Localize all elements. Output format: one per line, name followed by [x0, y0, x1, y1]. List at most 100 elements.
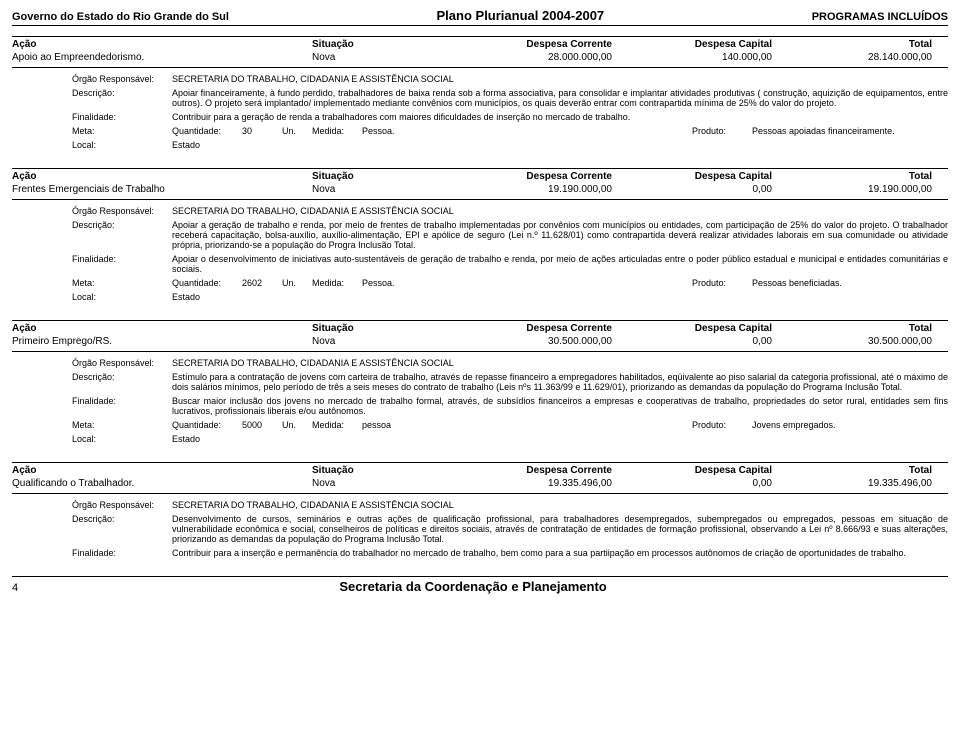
spacer — [442, 278, 692, 288]
meta-label: Meta: — [72, 126, 172, 136]
column-header: Despesa Corrente — [452, 323, 612, 334]
action-columns-header: AçãoSituaçãoDespesa CorrenteDespesa Capi… — [12, 462, 948, 476]
detail-row-orgao: Órgão Responsável:SECRETARIA DO TRABALHO… — [72, 358, 948, 368]
action-block: AçãoSituaçãoDespesa CorrenteDespesa Capi… — [12, 36, 948, 150]
detail-label: Local: — [72, 292, 172, 302]
detail-value: SECRETARIA DO TRABALHO, CIDADANIA E ASSI… — [172, 74, 948, 84]
action-capital: 0,00 — [612, 478, 772, 489]
quantidade-value: 5000 — [242, 420, 282, 430]
detail-value: Buscar maior inclusão dos jovens no merc… — [172, 396, 948, 416]
action-corrente: 28.000.000,00 — [452, 52, 612, 63]
action-situacao: Nova — [312, 478, 452, 489]
action-row: Qualificando o Trabalhador.Nova19.335.49… — [12, 476, 948, 494]
column-header: Despesa Corrente — [452, 39, 612, 50]
action-corrente: 30.500.000,00 — [452, 336, 612, 347]
meta-row: Meta:Quantidade:30Un.Medida:Pessoa.Produ… — [72, 126, 948, 136]
detail-row-descricao: Descrição:Estímulo para a contratação de… — [72, 372, 948, 392]
action-corrente: 19.335.496,00 — [452, 478, 612, 489]
detail-row-finalidade: Finalidade:Contribuir para a geração de … — [72, 112, 948, 122]
column-header: Situação — [312, 39, 452, 50]
detail-value: SECRETARIA DO TRABALHO, CIDADANIA E ASSI… — [172, 206, 948, 216]
medida-value: pessoa — [362, 420, 442, 430]
meta-row: Meta:Quantidade:5000Un.Medida:pessoaProd… — [72, 420, 948, 430]
column-header: Despesa Corrente — [452, 171, 612, 182]
spacer — [442, 126, 692, 136]
detail-label: Órgão Responsável: — [72, 500, 172, 510]
detail-value: Estado — [172, 292, 948, 302]
column-header: Despesa Capital — [612, 465, 772, 476]
detail-value: Contribuir para a inserção e permanência… — [172, 548, 948, 558]
action-situacao: Nova — [312, 184, 452, 195]
produto-value: Jovens empregados. — [752, 420, 948, 430]
detail-row-local: Local:Estado — [72, 140, 948, 150]
detail-label: Descrição: — [72, 88, 172, 108]
detail-value: SECRETARIA DO TRABALHO, CIDADANIA E ASSI… — [172, 358, 948, 368]
action-columns-header: AçãoSituaçãoDespesa CorrenteDespesa Capi… — [12, 36, 948, 50]
action-situacao: Nova — [312, 336, 452, 347]
detail-row-finalidade: Finalidade:Apoiar o desenvolvimento de i… — [72, 254, 948, 274]
detail-label: Finalidade: — [72, 396, 172, 416]
detail-label: Órgão Responsável: — [72, 358, 172, 368]
action-name: Qualificando o Trabalhador. — [12, 478, 312, 489]
detail-value: Contribuir para a geração de renda a tra… — [172, 112, 948, 122]
column-header: Ação — [12, 39, 312, 50]
medida-value: Pessoa. — [362, 126, 442, 136]
produto-label: Produto: — [692, 278, 752, 288]
un-label: Un. — [282, 126, 312, 136]
action-row: Primeiro Emprego/RS.Nova30.500.000,000,0… — [12, 334, 948, 352]
medida-value: Pessoa. — [362, 278, 442, 288]
detail-label: Órgão Responsável: — [72, 74, 172, 84]
detail-label: Local: — [72, 434, 172, 444]
action-situacao: Nova — [312, 52, 452, 63]
detail-value: Apoiar a geração de trabalho e renda, po… — [172, 220, 948, 250]
detail-label: Descrição: — [72, 372, 172, 392]
action-block: AçãoSituaçãoDespesa CorrenteDespesa Capi… — [12, 320, 948, 444]
un-label: Un. — [282, 420, 312, 430]
page-number: 4 — [12, 582, 18, 594]
detail-row-finalidade: Finalidade:Buscar maior inclusão dos jov… — [72, 396, 948, 416]
action-total: 19.190.000,00 — [772, 184, 932, 195]
produto-label: Produto: — [692, 420, 752, 430]
spacer — [442, 420, 692, 430]
action-capital: 0,00 — [612, 184, 772, 195]
detail-row-orgao: Órgão Responsável:SECRETARIA DO TRABALHO… — [72, 500, 948, 510]
medida-label: Medida: — [312, 278, 362, 288]
column-header: Total — [772, 323, 932, 334]
column-header: Total — [772, 39, 932, 50]
detail-row-descricao: Descrição:Desenvolvimento de cursos, sem… — [72, 514, 948, 544]
action-block: AçãoSituaçãoDespesa CorrenteDespesa Capi… — [12, 168, 948, 302]
detail-label: Finalidade: — [72, 548, 172, 558]
detail-label: Órgão Responsável: — [72, 206, 172, 216]
action-capital: 0,00 — [612, 336, 772, 347]
meta-row: Meta:Quantidade:2602Un.Medida:Pessoa.Pro… — [72, 278, 948, 288]
detail-row-finalidade: Finalidade:Contribuir para a inserção e … — [72, 548, 948, 558]
detail-value: Apoiar o desenvolvimento de iniciativas … — [172, 254, 948, 274]
column-header: Total — [772, 171, 932, 182]
action-total: 19.335.496,00 — [772, 478, 932, 489]
action-row: Frentes Emergenciais de TrabalhoNova19.1… — [12, 182, 948, 200]
detail-value: Estímulo para a contratação de jovens co… — [172, 372, 948, 392]
detail-value: Estado — [172, 434, 948, 444]
column-header: Despesa Capital — [612, 323, 772, 334]
detail-label: Finalidade: — [72, 254, 172, 274]
action-total: 28.140.000,00 — [772, 52, 932, 63]
detail-value: Apoiar financeiramente, à fundo perdido,… — [172, 88, 948, 108]
meta-label: Meta: — [72, 420, 172, 430]
detail-label: Local: — [72, 140, 172, 150]
action-columns-header: AçãoSituaçãoDespesa CorrenteDespesa Capi… — [12, 168, 948, 182]
quantidade-label: Quantidade: — [172, 126, 242, 136]
action-details: Órgão Responsável:SECRETARIA DO TRABALHO… — [72, 74, 948, 150]
column-header: Situação — [312, 323, 452, 334]
column-header: Total — [772, 465, 932, 476]
page-header: Governo do Estado do Rio Grande do Sul P… — [12, 8, 948, 26]
page-footer: 4 Secretaria da Coordenação e Planejamen… — [12, 576, 948, 594]
action-capital: 140.000,00 — [612, 52, 772, 63]
action-name: Primeiro Emprego/RS. — [12, 336, 312, 347]
action-name: Apoio ao Empreendedorismo. — [12, 52, 312, 63]
detail-value: Estado — [172, 140, 948, 150]
column-header: Situação — [312, 465, 452, 476]
action-details: Órgão Responsável:SECRETARIA DO TRABALHO… — [72, 206, 948, 302]
quantidade-label: Quantidade: — [172, 278, 242, 288]
column-header: Despesa Capital — [612, 39, 772, 50]
detail-value: SECRETARIA DO TRABALHO, CIDADANIA E ASSI… — [172, 500, 948, 510]
